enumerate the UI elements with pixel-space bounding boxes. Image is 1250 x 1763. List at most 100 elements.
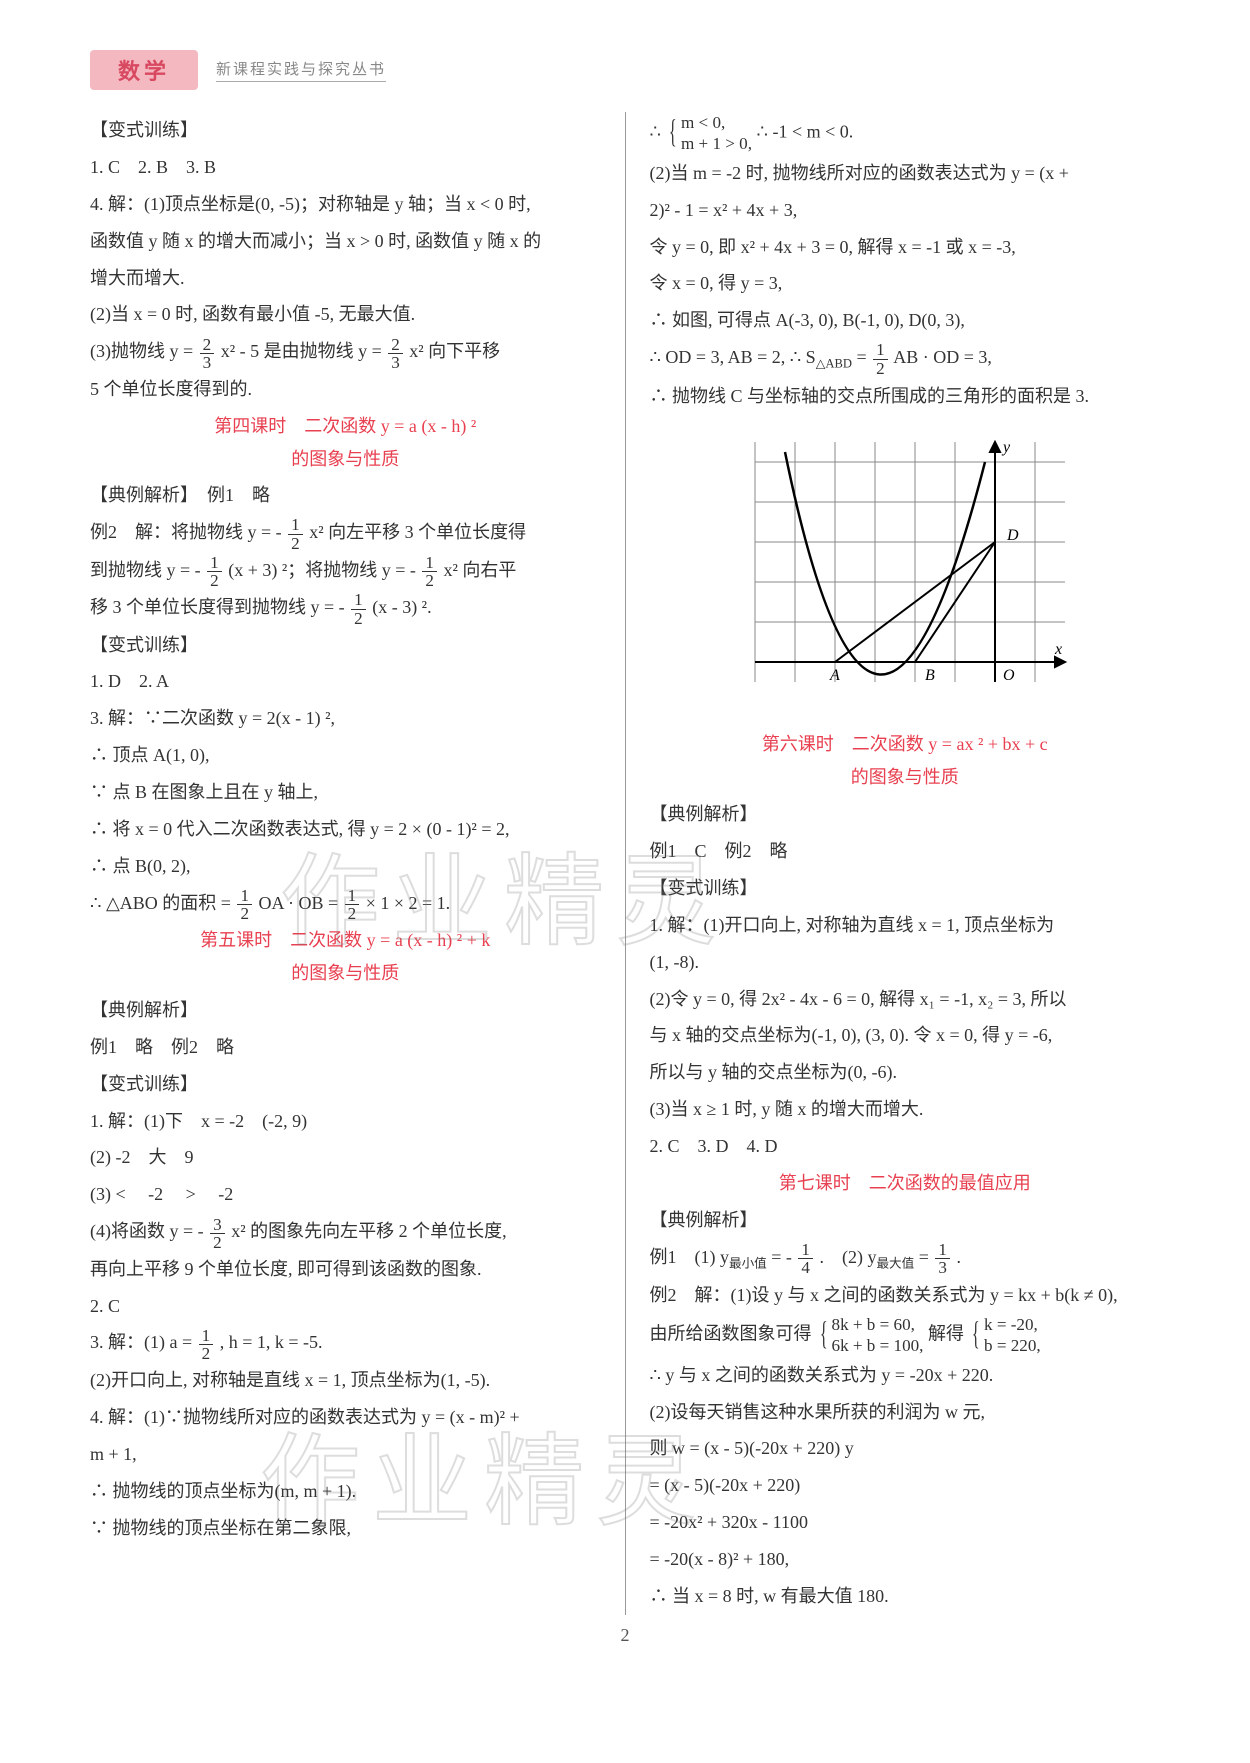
solution-line: ∵ 抛物线的顶点坐标在第二象限, bbox=[90, 1510, 601, 1547]
section-label: 【典例解析】 例1 略 bbox=[90, 477, 601, 514]
page-number: 2 bbox=[90, 1625, 1160, 1646]
fraction: 14 bbox=[798, 1241, 813, 1276]
text-run: . (2) y bbox=[819, 1247, 876, 1267]
solution-line: (3)当 x ≥ 1 时, y 随 x 的增大而增大. bbox=[649, 1091, 1160, 1128]
point-label-d: D bbox=[1006, 527, 1019, 544]
solution-line: ∴ 点 B(0, 2), bbox=[90, 848, 601, 885]
solution-line: 移 3 个单位长度得到抛物线 y = - 12 (x - 3) ². bbox=[90, 589, 601, 626]
solution-line: ∴ △ABO 的面积 = 12 OA · OB = 12 × 1 × 2 = 1… bbox=[90, 885, 601, 922]
solution-line: (4)将函数 y = - 32 x² 的图象先向左平移 2 个单位长度, bbox=[90, 1213, 601, 1250]
lesson-heading: 第四课时 二次函数 y = a (x - h) ² bbox=[90, 412, 601, 441]
text-run: = bbox=[919, 1247, 934, 1267]
text-run: ∴ △ABO 的面积 = bbox=[90, 893, 235, 913]
solution-line: 由所给函数图象可得 {8k + b = 60,6k + b = 100, 解得 … bbox=[649, 1314, 1160, 1357]
solution-line: ∴ {m < 0,m + 1 > 0, ∴ -1 < m < 0. bbox=[649, 112, 1160, 155]
text-run: (4)将函数 y = - bbox=[90, 1221, 208, 1241]
solution-line: 5 个单位长度得到的. bbox=[90, 371, 601, 408]
solution-line: = (x - 5)(-20x + 220) bbox=[649, 1467, 1160, 1504]
answer-line: 1. C 2. B 3. B bbox=[90, 149, 601, 186]
text-run: x² - 5 是由抛物线 y = bbox=[221, 341, 387, 361]
fraction: 23 bbox=[388, 336, 403, 371]
solution-line: ∴ y 与 x 之间的函数关系式为 y = -20x + 220. bbox=[649, 1357, 1160, 1394]
axis-label-x: x bbox=[1054, 641, 1062, 658]
solution-line: ∴ 如图, 可得点 A(-3, 0), B(-1, 0), D(0, 3), bbox=[649, 302, 1160, 339]
fraction: 12 bbox=[237, 887, 252, 922]
fraction: 13 bbox=[935, 1241, 950, 1276]
text-run: . bbox=[956, 1247, 961, 1267]
series-title: 新课程实践与探究丛书 bbox=[216, 58, 386, 82]
text-run: ∴ OD = 3, AB = 2, ∴ S bbox=[649, 347, 815, 367]
text-run: 移 3 个单位长度得到抛物线 y = - bbox=[90, 597, 349, 617]
fraction: 12 bbox=[288, 516, 303, 551]
subscript: 最小值 bbox=[729, 1256, 767, 1270]
column-divider bbox=[625, 112, 626, 1615]
solution-line: 再向上平移 9 个单位长度, 即可得到该函数的图象. bbox=[90, 1251, 601, 1288]
solution-line: 例2 解：(1)设 y 与 x 之间的函数关系式为 y = kx + b(k ≠… bbox=[649, 1277, 1160, 1314]
solution-line: ∴ 抛物线的顶点坐标为(m, m + 1). bbox=[90, 1473, 601, 1510]
solution-line: 例1 (1) y最小值 = - 14 . (2) y最大值 = 13 . bbox=[649, 1239, 1160, 1277]
text-run: x² 的图象先向左平移 2 个单位长度, bbox=[231, 1221, 506, 1241]
section-label: 【变式训练】 bbox=[649, 870, 1160, 907]
section-label: 【典例解析】 bbox=[649, 1202, 1160, 1239]
fraction: 12 bbox=[207, 554, 222, 589]
text-run: AB · OD = 3, bbox=[893, 347, 992, 367]
fraction: 12 bbox=[351, 591, 366, 626]
solution-line: 1. 解：(1)下 x = -2 (-2, 9) bbox=[90, 1103, 601, 1140]
text-run: x² 向右平 bbox=[443, 560, 516, 580]
solution-line: 3. 解：∵二次函数 y = 2(x - 1) ², bbox=[90, 700, 601, 737]
text-run: (x + 3) ²；将抛物线 y = - bbox=[228, 560, 420, 580]
axis-label-y: y bbox=[1001, 439, 1011, 456]
left-column: 【变式训练】 1. C 2. B 3. B 4. 解：(1)顶点坐标是(0, -… bbox=[90, 112, 601, 1615]
page-header: 数学 新课程实践与探究丛书 bbox=[90, 50, 1160, 90]
point-label-a: A bbox=[829, 667, 840, 684]
solution-line: 函数值 y 随 x 的增大而减小；当 x > 0 时, 函数值 y 随 x 的 bbox=[90, 223, 601, 260]
solution-line: 3. 解：(1) a = 12 , h = 1, k = -5. bbox=[90, 1324, 601, 1361]
subscript: 最大值 bbox=[876, 1256, 914, 1270]
lesson-heading: 的图象与性质 bbox=[649, 763, 1160, 792]
text-run: (3)抛物线 y = bbox=[90, 341, 198, 361]
solution-line: ∵ 点 B 在图象上且在 y 轴上, bbox=[90, 774, 601, 811]
lesson-heading: 第六课时 二次函数 y = ax ² + bx + c bbox=[649, 730, 1160, 759]
equation-system: {k = -20,b = 220, bbox=[968, 1314, 1040, 1357]
text-run: , h = 1, k = -5. bbox=[220, 1332, 323, 1352]
lesson-heading: 第七课时 二次函数的最值应用 bbox=[649, 1169, 1160, 1198]
solution-line: 4. 解：(1)∵抛物线所对应的函数表达式为 y = (x - m)² + bbox=[90, 1399, 601, 1436]
section-label: 【典例解析】 bbox=[649, 796, 1160, 833]
solution-line: 2)² - 1 = x² + 4x + 3, bbox=[649, 192, 1160, 229]
text-run: ∴ -1 < m < 0. bbox=[757, 121, 854, 141]
solution-line: (2)当 m = -2 时, 抛物线所对应的函数表达式为 y = (x + bbox=[649, 155, 1160, 192]
text-run: x² 向左平移 3 个单位长度得 bbox=[309, 522, 526, 542]
section-label: 【典例解析】 bbox=[90, 992, 601, 1029]
fraction: 12 bbox=[199, 1327, 214, 1362]
answer-line: 2. C 3. D 4. D bbox=[649, 1128, 1160, 1165]
solution-line: = -20(x - 8)² + 180, bbox=[649, 1541, 1160, 1578]
right-column: ∴ {m < 0,m + 1 > 0, ∴ -1 < m < 0. (2)当 m… bbox=[649, 112, 1160, 1615]
solution-line: 与 x 轴的交点坐标为(-1, 0), (3, 0). 令 x = 0, 得 y… bbox=[649, 1017, 1160, 1054]
solution-line: 所以与 y 轴的交点坐标为(0, -6). bbox=[649, 1054, 1160, 1091]
section-label: 【变式训练】 bbox=[90, 112, 601, 149]
solution-line: 例1 略 例2 略 bbox=[90, 1029, 601, 1066]
solution-line: 4. 解：(1)顶点坐标是(0, -5)；对称轴是 y 轴；当 x < 0 时, bbox=[90, 186, 601, 223]
text-run: 解得 bbox=[928, 1323, 964, 1343]
answer-line: 2. C bbox=[90, 1288, 601, 1325]
two-column-layout: 【变式训练】 1. C 2. B 3. B 4. 解：(1)顶点坐标是(0, -… bbox=[90, 112, 1160, 1615]
solution-line: ∴ 当 x = 8 时, w 有最大值 180. bbox=[649, 1578, 1160, 1615]
solution-line: m + 1, bbox=[90, 1436, 601, 1473]
text-run: 到抛物线 y = - bbox=[90, 560, 205, 580]
solution-line: 到抛物线 y = - 12 (x + 3) ²；将抛物线 y = - 12 x²… bbox=[90, 552, 601, 589]
section-label: 【变式训练】 bbox=[90, 627, 601, 664]
text-run: = - bbox=[771, 1247, 796, 1267]
text-run: 由所给函数图象可得 bbox=[649, 1323, 811, 1343]
fraction: 32 bbox=[210, 1216, 225, 1251]
text-run: 例1 (1) y bbox=[649, 1247, 729, 1267]
solution-line: (2) -2 大 9 bbox=[90, 1139, 601, 1176]
subject-badge: 数学 bbox=[90, 50, 198, 90]
section-label: 【变式训练】 bbox=[90, 1066, 601, 1103]
text-run: x² 向下平移 bbox=[409, 341, 500, 361]
solution-line: (2)开口向上, 对称轴是直线 x = 1, 顶点坐标为(1, -5). bbox=[90, 1362, 601, 1399]
solution-line: 增大而增大. bbox=[90, 260, 601, 297]
subscript: △ABD bbox=[816, 357, 852, 371]
point-label-o: O bbox=[1003, 667, 1015, 684]
equation-system: {m < 0,m + 1 > 0, bbox=[665, 112, 752, 155]
solution-line: 令 y = 0, 即 x² + 4x + 3 = 0, 解得 x = -1 或 … bbox=[649, 229, 1160, 266]
